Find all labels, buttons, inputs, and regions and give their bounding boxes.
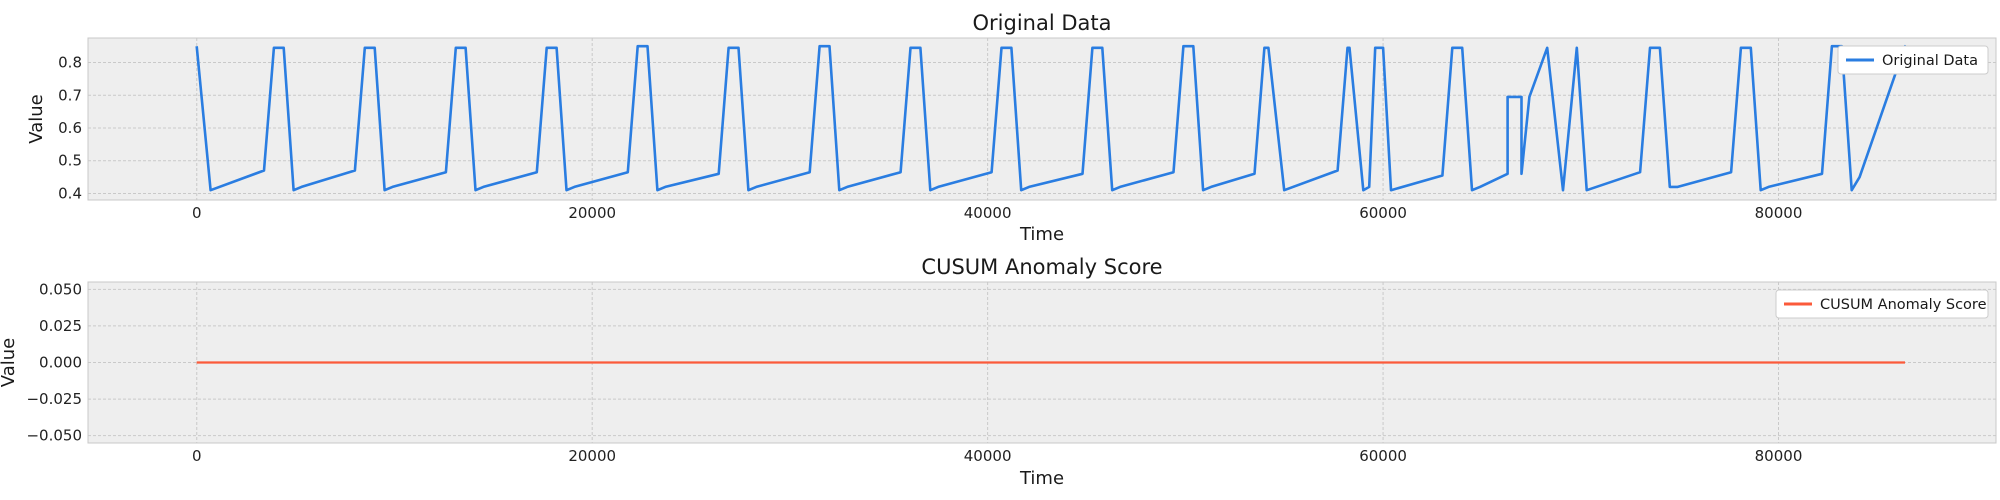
original-data-panel: 0 20000 40000 60000 80000 0.4 0.5 0.6 0.7 0.8 Or…	[26, 11, 1997, 245]
y-tick-label: 0.6	[58, 119, 82, 137]
legend-box	[1775, 289, 1989, 319]
x-tick-label: 60000	[1359, 447, 1407, 465]
series-layer	[195, 44, 1913, 192]
x-tick-labels: 0 20000 40000 60000 80000	[192, 204, 1802, 222]
y-tick-label: 0.050	[39, 280, 82, 298]
x-axis-label: Time	[1019, 224, 1064, 245]
legend-entry-cusum-anomaly-score: CUSUM Anomaly Score	[1820, 297, 1987, 313]
x-tick-label: 20000	[568, 204, 616, 222]
x-tick-label: 0	[192, 447, 202, 465]
y-tick-label: −0.050	[26, 427, 82, 445]
gridlines	[88, 38, 1996, 200]
y-tick-label: 0.4	[58, 184, 82, 202]
x-tick-label: 0	[192, 204, 202, 222]
y-tick-label: 0.000	[39, 354, 82, 372]
cusum-anomaly-score-panel: 0 20000 40000 60000 80000 −0.050 −0.025 0.000 0…	[0, 255, 1997, 489]
x-tick-labels: 0 20000 40000 60000 80000	[192, 447, 1802, 465]
chart-title: Original Data	[973, 11, 1112, 35]
x-tick-label: 80000	[1755, 204, 1803, 222]
legend: Original Data	[1837, 45, 1989, 75]
x-tick-label: 40000	[964, 204, 1012, 222]
y-tick-label: 0.025	[39, 317, 82, 335]
legend-entry-original-data: Original Data	[1882, 53, 1978, 69]
y-axis-label: Value	[26, 94, 47, 143]
x-tick-label: 40000	[964, 447, 1012, 465]
y-tick-label: −0.025	[26, 390, 82, 408]
x-tick-label: 80000	[1755, 447, 1803, 465]
plot-area	[87, 37, 1997, 201]
y-tick-labels: −0.050 −0.025 0.000 0.025 0.050	[26, 280, 82, 444]
y-tick-label: 0.7	[58, 86, 82, 104]
y-tick-label: 0.8	[58, 54, 82, 72]
chart-title: CUSUM Anomaly Score	[921, 255, 1162, 279]
legend-box	[1837, 45, 1989, 75]
x-tick-label: 60000	[1359, 204, 1407, 222]
series-line	[195, 44, 1913, 192]
y-axis-label: Value	[0, 338, 19, 387]
x-axis-label: Time	[1019, 468, 1064, 489]
legend: CUSUM Anomaly Score	[1775, 289, 1989, 319]
y-tick-labels: 0.4 0.5 0.6 0.7 0.8	[58, 54, 82, 203]
x-tick-label: 20000	[568, 447, 616, 465]
y-tick-label: 0.5	[58, 152, 82, 170]
